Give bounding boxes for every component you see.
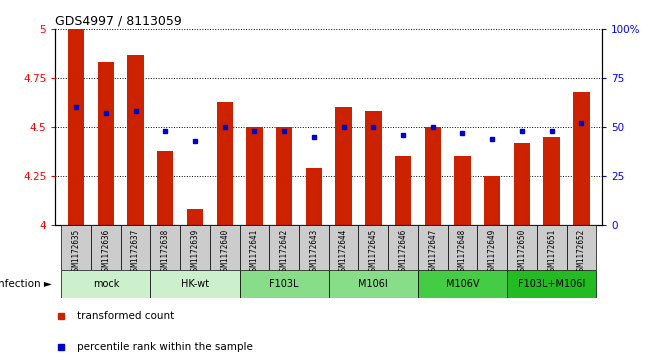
Bar <box>395 156 411 225</box>
Bar <box>187 209 203 225</box>
Bar <box>91 225 120 270</box>
Bar <box>240 270 329 298</box>
Bar <box>246 127 262 225</box>
Bar <box>306 168 322 225</box>
Bar <box>537 225 566 270</box>
Bar <box>507 225 537 270</box>
Text: mock: mock <box>92 279 119 289</box>
Bar <box>61 270 150 298</box>
Text: GSM1172652: GSM1172652 <box>577 229 586 275</box>
Bar <box>424 127 441 225</box>
Bar <box>150 225 180 270</box>
Bar <box>418 270 507 298</box>
Text: GSM1172651: GSM1172651 <box>547 229 556 275</box>
Bar <box>365 111 381 225</box>
Text: M106I: M106I <box>359 279 388 289</box>
Bar <box>329 225 359 270</box>
Text: percentile rank within the sample: percentile rank within the sample <box>77 342 253 352</box>
Text: F103L+M106I: F103L+M106I <box>518 279 585 289</box>
Text: GSM1172649: GSM1172649 <box>488 229 497 275</box>
Text: GSM1172644: GSM1172644 <box>339 229 348 275</box>
Bar <box>477 225 507 270</box>
Bar <box>157 151 173 225</box>
Text: GSM1172648: GSM1172648 <box>458 229 467 275</box>
Text: GDS4997 / 8113059: GDS4997 / 8113059 <box>55 15 182 28</box>
Text: GSM1172647: GSM1172647 <box>428 229 437 275</box>
Bar <box>335 107 352 225</box>
Bar <box>217 102 233 225</box>
Bar <box>454 156 471 225</box>
Text: M106V: M106V <box>446 279 479 289</box>
Text: infection ►: infection ► <box>0 279 52 289</box>
Text: GSM1172639: GSM1172639 <box>191 229 199 275</box>
Bar <box>61 225 91 270</box>
Bar <box>276 127 292 225</box>
Bar <box>388 225 418 270</box>
Bar <box>299 225 329 270</box>
Bar <box>150 270 240 298</box>
Text: GSM1172641: GSM1172641 <box>250 229 259 275</box>
Bar <box>210 225 240 270</box>
Bar <box>98 62 114 225</box>
Bar <box>270 225 299 270</box>
Bar <box>128 54 144 225</box>
Bar <box>507 270 596 298</box>
Bar <box>120 225 150 270</box>
Bar <box>484 176 501 225</box>
Text: transformed count: transformed count <box>77 311 174 321</box>
Text: GSM1172642: GSM1172642 <box>280 229 288 275</box>
Text: GSM1172637: GSM1172637 <box>131 229 140 275</box>
Text: F103L: F103L <box>270 279 299 289</box>
Bar <box>448 225 477 270</box>
Text: GSM1172640: GSM1172640 <box>220 229 229 275</box>
Text: GSM1172646: GSM1172646 <box>398 229 408 275</box>
Text: GSM1172650: GSM1172650 <box>518 229 527 275</box>
Text: GSM1172643: GSM1172643 <box>309 229 318 275</box>
Text: GSM1172635: GSM1172635 <box>72 229 81 275</box>
Text: HK-wt: HK-wt <box>181 279 209 289</box>
Text: GSM1172645: GSM1172645 <box>369 229 378 275</box>
Bar <box>573 92 590 225</box>
Bar <box>566 225 596 270</box>
Text: GSM1172638: GSM1172638 <box>161 229 170 275</box>
Bar <box>544 137 560 225</box>
Bar <box>240 225 270 270</box>
Text: GSM1172636: GSM1172636 <box>102 229 111 275</box>
Bar <box>418 225 448 270</box>
Bar <box>68 29 85 225</box>
Bar <box>359 225 388 270</box>
Bar <box>514 143 530 225</box>
Bar <box>329 270 418 298</box>
Bar <box>180 225 210 270</box>
